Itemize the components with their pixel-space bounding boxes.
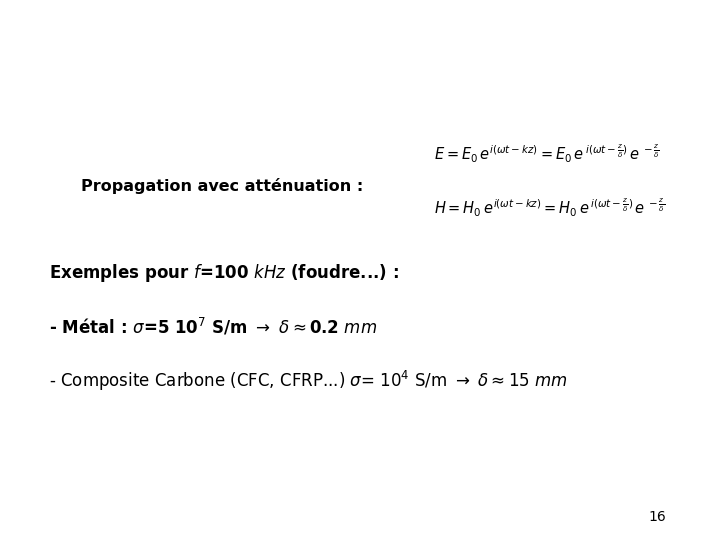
Text: - Composite Carbone (CFC, CFRP...) $\sigma$= 10$^4$ S/m $\rightarrow$ $\delta$$\: - Composite Carbone (CFC, CFRP...) $\sig… <box>49 369 568 393</box>
Text: Propagation avec atténuation :: Propagation avec atténuation : <box>81 178 363 194</box>
Text: $E = E_0\,e^{i(\omega t - kz)} = E_0\,e^{\,i(\omega t - \frac{z}{\delta})}\,e^{\: $E = E_0\,e^{i(\omega t - kz)} = E_0\,e^… <box>434 143 660 165</box>
Text: - Métal : $\sigma$=5 10$^7$ S/m $\rightarrow$ $\delta$$\approx$0.2 $\mathit{mm}$: - Métal : $\sigma$=5 10$^7$ S/m $\righta… <box>49 316 377 338</box>
Text: Exemples pour $\mathit{f}$=100 $\mathit{kHz}$ (foudre...) :: Exemples pour $\mathit{f}$=100 $\mathit{… <box>49 262 399 284</box>
Text: 16: 16 <box>648 510 666 524</box>
Text: $H = H_0\,e^{i(\omega t - kz)} = H_0\,e^{\,i(\omega t - \frac{z}{\delta})}\,e^{\: $H = H_0\,e^{i(\omega t - kz)} = H_0\,e^… <box>434 197 666 219</box>
